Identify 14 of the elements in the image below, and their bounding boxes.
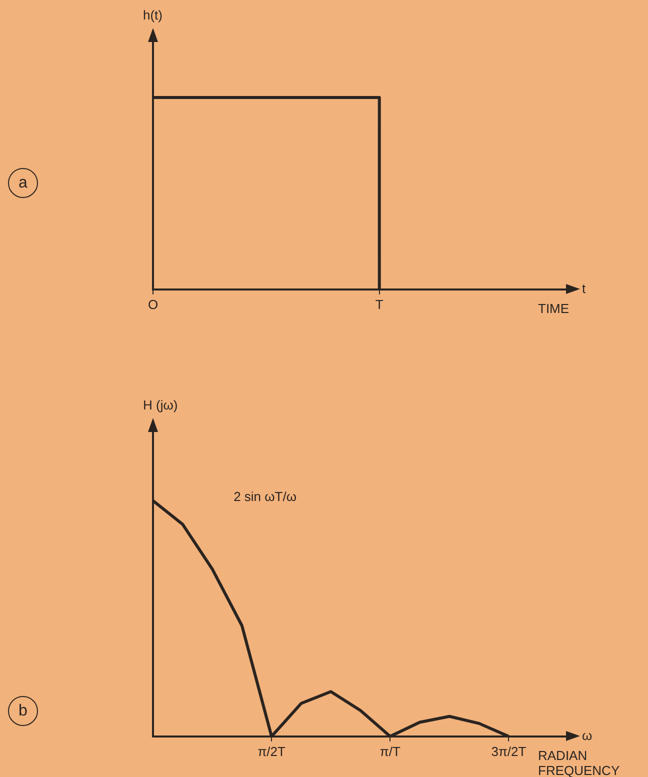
y-axis-title: H (jω) [143,398,178,413]
text: ω [582,728,592,743]
x-axis-title: RADIAN FREQUENCY [538,748,620,777]
y-axis-title: h(t) [143,8,162,23]
x-tick-label: 3π/2T [491,744,526,759]
text: b [18,702,28,720]
text: a [18,174,28,192]
x-tick-label: π/T [380,744,400,759]
x-tick-label: O [148,296,158,312]
text: t [582,280,586,296]
annotation: 2 sin ωT/ω [234,488,297,504]
x-axis-title: TIME [538,300,570,316]
x-tick-label: π/2T [258,744,286,759]
x-tick-label: T [375,296,384,312]
